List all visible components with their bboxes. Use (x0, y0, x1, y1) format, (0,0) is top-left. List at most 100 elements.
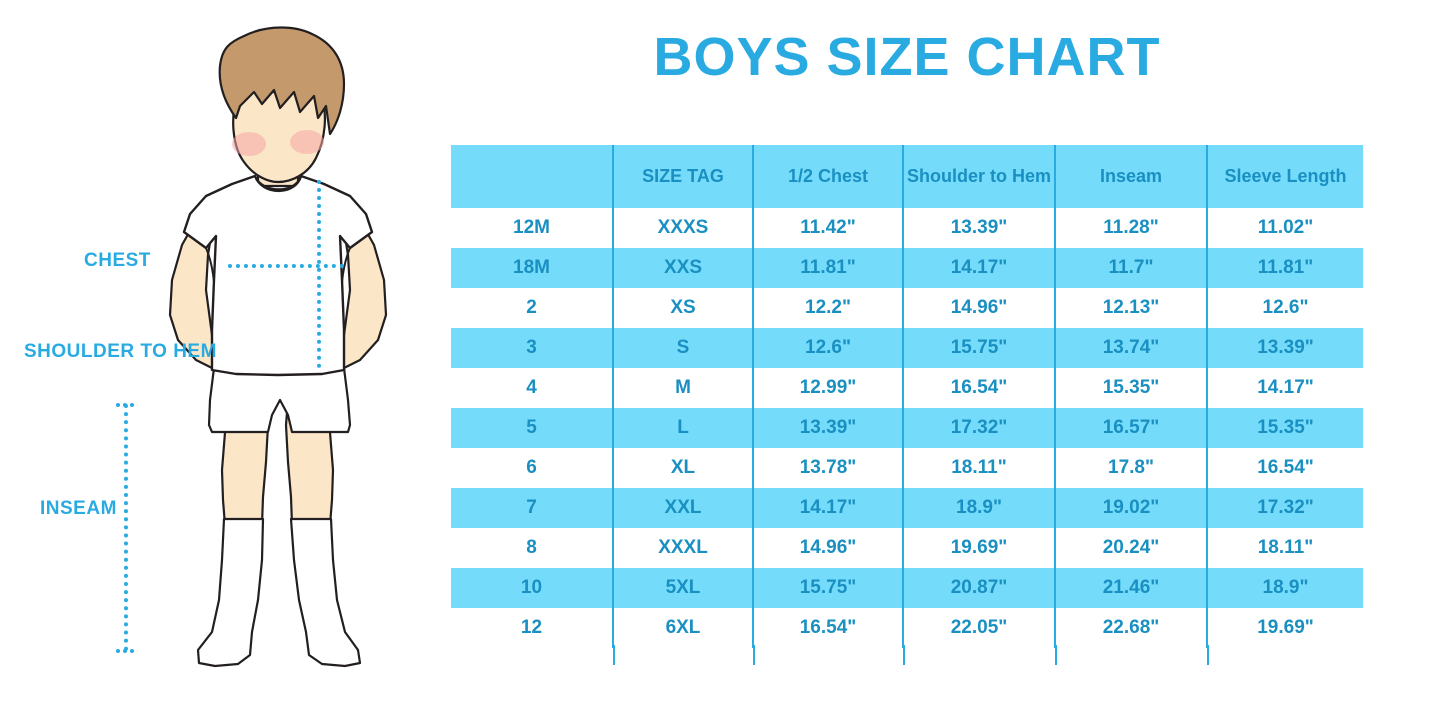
cell-sleeve-length: 11.02" (1207, 208, 1363, 248)
boy-figure-illustration (168, 26, 388, 668)
table-row: 12 6XL 16.54" 22.05" 22.68" 19.69" (451, 608, 1363, 648)
table-header-row: SIZE TAG 1/2 Chest Shoulder to Hem Inseam Sl… (451, 145, 1363, 208)
cell-half-chest: 14.17" (753, 488, 904, 528)
cell-shoulder-to-hem: 17.32" (903, 408, 1056, 448)
column-header-size-tag: SIZE TAG (613, 145, 754, 208)
cell-inseam: 11.7" (1055, 248, 1208, 288)
cell-inseam: 17.8" (1055, 448, 1208, 488)
cell-sleeve-length: 11.81" (1207, 248, 1363, 288)
left-blush (232, 132, 266, 156)
shoulder-to-hem-label: SHOULDER TO HEM (24, 341, 217, 362)
cell-half-chest: 14.96" (753, 528, 904, 568)
table-row: 18M XXS 11.81" 14.17" 11.7" 11.81" (451, 248, 1363, 288)
cell-half-chest: 13.39" (753, 408, 904, 448)
collar-line (253, 175, 303, 192)
cell-shoulder-to-hem: 14.96" (903, 288, 1056, 328)
cell-half-chest: 15.75" (753, 568, 904, 608)
cell-half-chest: 12.2" (753, 288, 904, 328)
column-divider (1055, 645, 1057, 665)
tshirt-shape (182, 174, 374, 377)
cell-sleeve-length: 17.32" (1207, 488, 1363, 528)
cell-size-tag: XXL (613, 488, 754, 528)
cell-size: 8 (451, 528, 614, 568)
cell-size-tag: 6XL (613, 608, 754, 648)
column-divider (903, 645, 905, 665)
cell-half-chest: 12.6" (753, 328, 904, 368)
column-header-half-chest: 1/2 Chest (753, 145, 904, 208)
shorts-shape (207, 366, 352, 434)
cell-shoulder-to-hem: 18.11" (903, 448, 1056, 488)
cell-inseam: 19.02" (1055, 488, 1208, 528)
cell-sleeve-length: 14.17" (1207, 368, 1363, 408)
cell-size-tag: 5XL (613, 568, 754, 608)
table-row: 12M XXXS 11.42" 13.39" 11.28" 11.02" (451, 208, 1363, 248)
cell-size: 4 (451, 368, 614, 408)
right-sleeve-line (341, 247, 351, 283)
cell-shoulder-to-hem: 19.69" (903, 528, 1056, 568)
cell-shoulder-to-hem: 18.9" (903, 488, 1056, 528)
cell-size-tag: M (613, 368, 754, 408)
cell-half-chest: 11.42" (753, 208, 904, 248)
cell-half-chest: 16.54" (753, 608, 904, 648)
inseam-guide-bottom-cap (116, 649, 134, 653)
cell-size-tag: XXXL (613, 528, 754, 568)
cell-size: 10 (451, 568, 614, 608)
cell-inseam: 13.74" (1055, 328, 1208, 368)
column-divider (1207, 645, 1209, 665)
column-header-inseam: Inseam (1055, 145, 1208, 208)
cell-inseam: 11.28" (1055, 208, 1208, 248)
cell-size-tag: S (613, 328, 754, 368)
table-row: 10 5XL 15.75" 20.87" 21.46" 18.9" (451, 568, 1363, 608)
cell-inseam: 20.24" (1055, 528, 1208, 568)
cell-size: 18M (451, 248, 614, 288)
cell-shoulder-to-hem: 16.54" (903, 368, 1056, 408)
cell-inseam: 22.68" (1055, 608, 1208, 648)
inseam-guide-top-cap (116, 403, 134, 407)
table-row: 8 XXXL 14.96" 19.69" 20.24" 18.11" (451, 528, 1363, 568)
cell-sleeve-length: 16.54" (1207, 448, 1363, 488)
cell-half-chest: 13.78" (753, 448, 904, 488)
column-header-shoulder-to-hem: Shoulder to Hem (903, 145, 1056, 208)
table-row: 2 XS 12.2" 14.96" 12.13" 12.6" (451, 288, 1363, 328)
cell-size-tag: XXS (613, 248, 754, 288)
cell-size: 12M (451, 208, 614, 248)
cell-inseam: 15.35" (1055, 368, 1208, 408)
cell-sleeve-length: 13.39" (1207, 328, 1363, 368)
shoulder-to-hem-measure-guide (317, 180, 321, 368)
cell-size: 7 (451, 488, 614, 528)
cell-size: 6 (451, 448, 614, 488)
cell-size: 12 (451, 608, 614, 648)
cell-sleeve-length: 18.11" (1207, 528, 1363, 568)
left-arm-shape (168, 208, 216, 370)
cell-size: 3 (451, 328, 614, 368)
column-header-sleeve-length: Sleeve Length (1207, 145, 1363, 208)
chest-measure-guide (228, 264, 344, 268)
cell-shoulder-to-hem: 13.39" (903, 208, 1056, 248)
table-row: 3 S 12.6" 15.75" 13.74" 13.39" (451, 328, 1363, 368)
cell-inseam: 16.57" (1055, 408, 1208, 448)
cell-shoulder-to-hem: 22.05" (903, 608, 1056, 648)
cell-inseam: 12.13" (1055, 288, 1208, 328)
table-row: 4 M 12.99" 16.54" 15.35" 14.17" (451, 368, 1363, 408)
column-divider (753, 645, 755, 665)
left-sock-shape (196, 517, 265, 668)
chest-label: CHEST (84, 250, 151, 271)
cell-half-chest: 11.81" (753, 248, 904, 288)
cell-shoulder-to-hem: 20.87" (903, 568, 1056, 608)
table-header: SIZE TAG 1/2 Chest Shoulder to Hem Inseam Sl… (451, 145, 1363, 208)
table-row: 7 XXL 14.17" 18.9" 19.02" 17.32" (451, 488, 1363, 528)
hair-shape (218, 26, 346, 136)
page-title: BOYS SIZE CHART (653, 27, 1161, 87)
table-row: 6 XL 13.78" 18.11" 17.8" 16.54" (451, 448, 1363, 488)
cell-shoulder-to-hem: 14.17" (903, 248, 1056, 288)
inseam-measure-guide (124, 404, 128, 651)
cell-sleeve-length: 18.9" (1207, 568, 1363, 608)
cell-half-chest: 12.99" (753, 368, 904, 408)
cell-shoulder-to-hem: 15.75" (903, 328, 1056, 368)
cell-sleeve-length: 19.69" (1207, 608, 1363, 648)
table-column-divider-underhang (451, 645, 1363, 665)
column-header-size (451, 145, 614, 208)
cell-size-tag: L (613, 408, 754, 448)
left-sleeve-line (205, 247, 215, 283)
cell-size-tag: XS (613, 288, 754, 328)
